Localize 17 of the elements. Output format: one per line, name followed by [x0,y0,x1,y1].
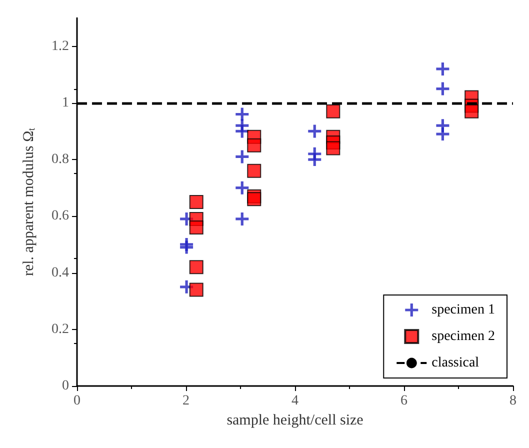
legend-label: classical [432,356,480,370]
legend-label: specimen 2 [432,329,496,344]
y-tick-label: 0 [62,378,69,394]
y-tick-label: 0.8 [52,152,69,168]
x-tick-label: 2 [182,394,190,408]
legend-label: specimen 1 [432,302,496,318]
x-axis-title: sample height/cell size [226,412,364,428]
x-tick-label: 8 [510,394,516,408]
y-tick-label: 1 [62,95,69,110]
x-tick-label: 4 [292,394,298,408]
y-tick-label: 0.2 [52,322,69,337]
y-tick-label: 0.6 [52,208,69,224]
x-tick-label: 0 [74,394,80,408]
y-tick-label: 0.4 [52,265,69,280]
x-tick-label: 6 [400,394,408,408]
y-axis-title: rel. apparent modulus Ωt [21,128,38,276]
y-tick-label: 1.2 [52,38,69,54]
